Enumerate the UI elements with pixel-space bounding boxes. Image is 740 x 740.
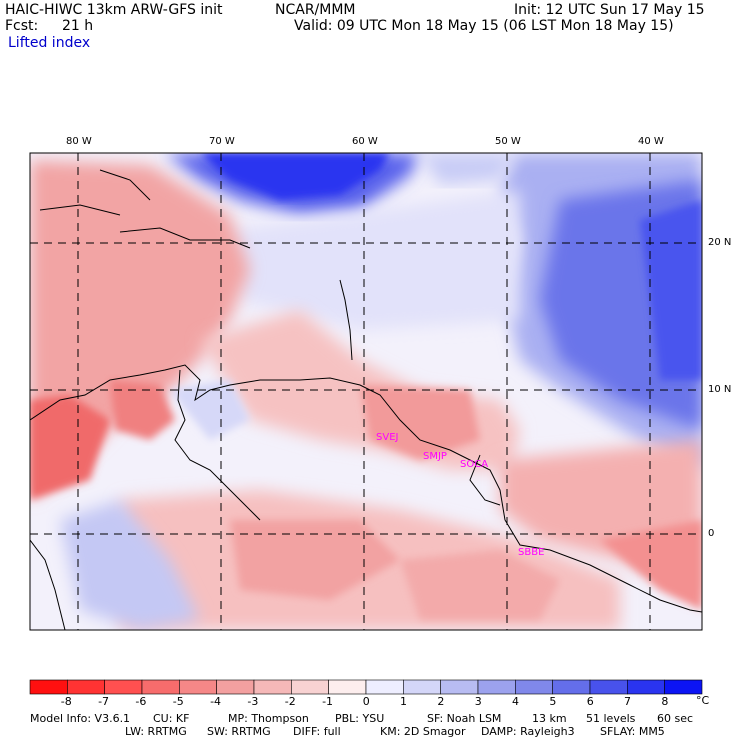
footer-sw: SW: RRTMG <box>207 725 271 738</box>
lon-label-80w: 80 W <box>66 136 92 147</box>
colorbar-tick-label: 0 <box>362 695 370 708</box>
colorbar-swatch <box>253 679 292 695</box>
colorbar-swatch <box>328 679 367 695</box>
map-frame <box>29 152 703 631</box>
colorbar-tick-label: 2 <box>437 695 445 708</box>
footer-mp: MP: Thompson <box>228 712 309 725</box>
footer-model-info: Model Info: V3.6.1 <box>30 712 131 725</box>
forecast-label: Fcst: <box>5 18 39 34</box>
footer-levels: 51 levels <box>586 712 636 725</box>
footer-sflay: SFLAY: MM5 <box>600 725 665 738</box>
colorbar-tick-label: 7 <box>624 695 632 708</box>
colorbar-swatch <box>403 679 441 695</box>
colorbar-tick-label: -6 <box>135 695 147 708</box>
colorbar-tick-label: 8 <box>661 695 669 708</box>
colorbar-tick-label: -2 <box>284 695 296 708</box>
colorbar-swatch <box>141 679 180 695</box>
model-title: HAIC-HIWC 13km ARW-GFS init <box>5 2 223 18</box>
colorbar-swatch <box>104 679 143 695</box>
station-svej: SVEJ <box>376 432 399 443</box>
lat-label-equator: 0 <box>708 528 715 539</box>
colorbar-swatch <box>67 679 105 695</box>
field-shading <box>30 153 702 630</box>
footer-lw: LW: RRTMG <box>125 725 187 738</box>
colorbar-unit: °C <box>696 694 710 707</box>
lat-label-20n: 20 N <box>708 237 732 248</box>
footer-pbl: PBL: YSU <box>335 712 385 725</box>
footer-diff: DIFF: full <box>293 725 341 738</box>
colorbar-tick-label: -8 <box>60 695 72 708</box>
colorbar-tick-label: -7 <box>98 695 110 708</box>
station-soca: SOCA <box>460 459 489 470</box>
colorbar-swatch <box>291 679 329 695</box>
colorbar-swatch <box>477 679 516 695</box>
footer-cu: CU: KF <box>153 712 190 725</box>
colorbar-tick-label: 5 <box>549 695 557 708</box>
colorbar-swatch <box>627 679 665 695</box>
center-name: NCAR/MMM <box>275 2 356 18</box>
colorbar-swatch <box>216 679 255 695</box>
colorbar-tick-label: -1 <box>322 695 334 708</box>
colorbar-tick-label: 3 <box>474 695 482 708</box>
colorbar-tick-label: -4 <box>210 695 222 708</box>
colorbar-swatch <box>440 679 479 695</box>
colorbar-tick-label: 6 <box>586 695 594 708</box>
lat-label-10n: 10 N <box>708 384 732 395</box>
colorbar-tick-label: 4 <box>512 695 520 708</box>
lon-label-60w: 60 W <box>352 136 378 147</box>
colorbar-tick-label: -5 <box>172 695 184 708</box>
colorbar-swatch <box>664 679 703 695</box>
colorbar <box>29 679 703 695</box>
colorbar-swatch <box>589 679 628 695</box>
colorbar-swatch <box>29 679 68 695</box>
station-smjp: SMJP <box>423 451 447 462</box>
field-name: Lifted index <box>8 35 91 51</box>
colorbar-tick-label: -3 <box>247 695 259 708</box>
colorbar-swatch <box>515 679 553 695</box>
colorbar-swatch <box>552 679 591 695</box>
lon-label-70w: 70 W <box>209 136 235 147</box>
colorbar-tick-label: 1 <box>400 695 408 708</box>
forecast-hour: 21 h <box>62 18 94 34</box>
footer-timestep: 60 sec <box>657 712 694 725</box>
footer-km: KM: 2D Smagor <box>380 725 466 738</box>
footer-damp: DAMP: Rayleigh3 <box>481 725 575 738</box>
lat-lon-grid <box>30 153 702 630</box>
footer-resolution: 13 km <box>532 712 567 725</box>
footer-sf: SF: Noah LSM <box>427 712 502 725</box>
init-time: Init: 12 UTC Sun 17 May 15 <box>514 2 705 18</box>
station-sbbe: SBBE <box>518 547 545 558</box>
colorbar-swatch <box>179 679 217 695</box>
lon-label-50w: 50 W <box>495 136 521 147</box>
lon-label-40w: 40 W <box>638 136 664 147</box>
colorbar-swatch <box>365 679 404 695</box>
valid-time: Valid: 09 UTC Mon 18 May 15 (06 LST Mon … <box>294 18 674 34</box>
